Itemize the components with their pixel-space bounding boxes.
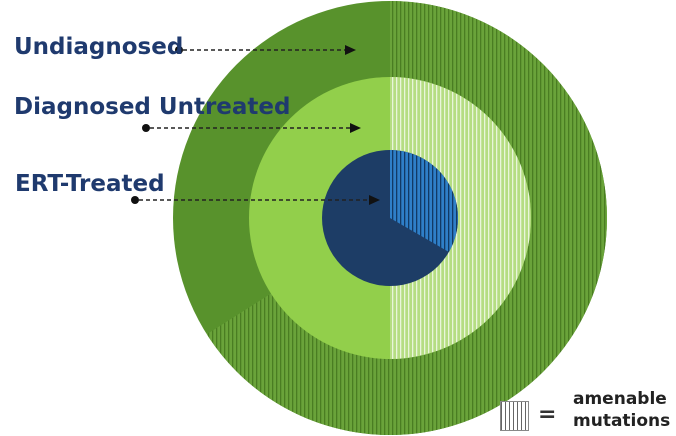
legend-line-1: amenable [573,389,667,409]
diagnosed-untreated-label: Diagnosed Untreated [14,94,291,120]
diagnosed-untreated-amenable-sector [390,77,531,359]
legend-equals: = [538,402,557,427]
legend-line-2: mutations [573,411,671,431]
ert-treated-arrow [131,195,380,205]
diagnosed-untreated-arrow [142,123,361,133]
ert-treated-label: ERT-Treated [15,171,165,197]
undiagnosed-arrow [175,45,356,55]
legend-label: amenable mutations [573,388,670,432]
amenable-stripe-swatch [500,401,529,431]
undiagnosed-label: Undiagnosed [14,34,184,60]
ert-treated-amenable-sector [390,150,459,252]
